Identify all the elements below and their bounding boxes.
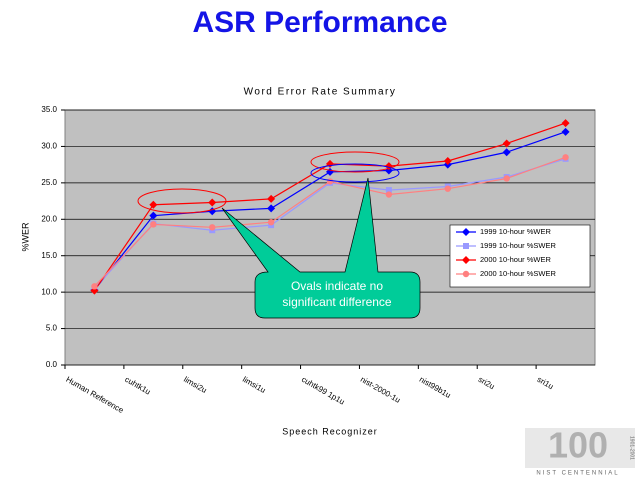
point [385, 187, 392, 194]
callout [221, 177, 421, 319]
legend-label: 2000 10-hour %SWER [480, 269, 556, 278]
y-tick-label: 35.0 [41, 105, 57, 114]
point [326, 178, 334, 185]
x-tick-label: nist-2000-1u [359, 375, 402, 405]
x-tick-label: cuhtk99 1p1u [300, 375, 346, 407]
logo-years: 1901-2001 [629, 436, 635, 460]
x-tick-label: sri1u [536, 375, 556, 391]
callout-text: Ovals indicate no [291, 279, 383, 293]
x-tick-label: Human Reference [64, 375, 125, 416]
x-tick-label: sri2u [477, 375, 497, 391]
legend-label: 1999 10-hour %SWER [480, 241, 556, 250]
logo-bg [525, 428, 635, 468]
y-tick-label: 5.0 [46, 324, 58, 333]
oval [310, 151, 400, 173]
y-tick-label: 0.0 [46, 360, 58, 369]
legend-entries: 1999 10-hour %WER 1999 10-hour %SWER 2000 … [456, 227, 556, 278]
legend-marker [462, 270, 470, 278]
logo-number: 100 [548, 425, 608, 466]
slide-title: ASR Performance [192, 6, 447, 39]
legend-label: 1999 10-hour %WER [480, 227, 551, 236]
point [502, 148, 511, 157]
callout-text: significant difference [282, 295, 392, 309]
legend-marker [462, 256, 470, 264]
point [561, 127, 570, 136]
oval [310, 163, 400, 183]
point [150, 221, 157, 228]
point [385, 191, 393, 198]
point [267, 194, 276, 203]
y-tick-label: 30.0 [41, 142, 57, 151]
logo-caption: NIST CENTENNIAL [536, 471, 619, 477]
y-axis-label: %WER [20, 222, 30, 252]
point [444, 185, 451, 192]
point [503, 175, 510, 182]
y-tick-label: 20.0 [41, 214, 57, 223]
x-tick-label: limsi1u [241, 375, 267, 395]
point [561, 119, 570, 128]
x-axis-label: Speech Recognizer [282, 426, 378, 436]
chart-title: Word Error Rate Summary [244, 87, 397, 98]
point [502, 139, 511, 148]
legend-marker [462, 228, 470, 236]
point [267, 204, 276, 213]
point [149, 200, 158, 209]
point [208, 198, 217, 207]
x-tick-label: limsi2u [182, 375, 208, 395]
y-tick-label: 15.0 [41, 251, 57, 260]
x-tick-label: nist99b1u [418, 375, 453, 400]
oval [137, 188, 227, 214]
point [267, 219, 275, 226]
point [443, 157, 452, 165]
point [209, 224, 216, 231]
legend-marker [463, 243, 469, 249]
legend [449, 224, 591, 288]
y-tick-label: 10.0 [41, 287, 57, 296]
point [149, 211, 158, 220]
legend-label: 2000 10-hour %WER [480, 255, 551, 264]
point [91, 283, 98, 290]
point [562, 154, 569, 161]
x-tick-label: cuhtk1u [123, 375, 152, 397]
y-tick-label: 25.0 [41, 178, 57, 187]
